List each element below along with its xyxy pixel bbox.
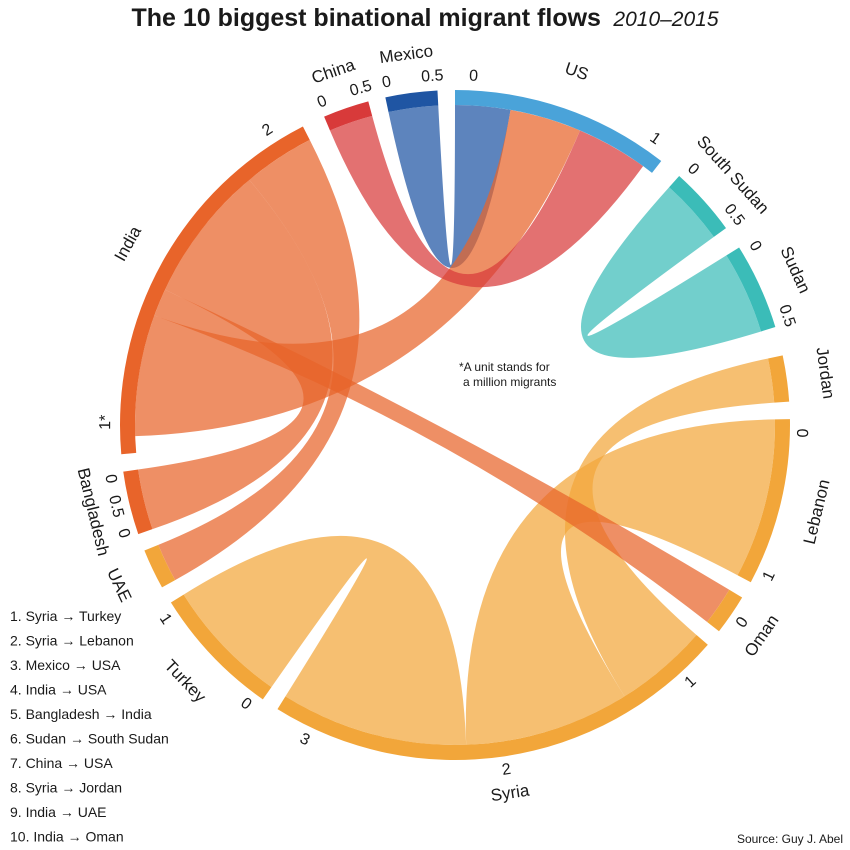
region-arc-south-sudan bbox=[669, 176, 727, 237]
chart-title: The 10 biggest binational migrant flows … bbox=[131, 4, 718, 32]
flow-ribbon-china-to-us bbox=[329, 115, 644, 288]
flow-ribbon-syria-to-jordan bbox=[564, 358, 775, 697]
tick-label-bangladesh: 0 bbox=[101, 473, 119, 485]
chart-title-sub: 2010–2015 bbox=[612, 8, 718, 31]
legend-item: 10. India → Oman bbox=[10, 829, 124, 845]
tick-label-turkey: 1 bbox=[156, 611, 175, 628]
legend-item: 3. Mexico → USA bbox=[10, 657, 121, 673]
flow-ribbon-bangladesh-to-india bbox=[138, 179, 333, 530]
region-label-lebanon: Lebanon bbox=[800, 477, 834, 546]
region-label-india: India bbox=[111, 222, 146, 264]
legend-item: 7. China → USA bbox=[10, 755, 113, 771]
flow-ribbon-sudan-to-south-sudan bbox=[580, 187, 762, 358]
region-label-uae: UAE bbox=[103, 565, 135, 605]
region-arcs bbox=[120, 90, 790, 761]
flow-ribbon-syria-to-turkey bbox=[183, 535, 467, 745]
chart-title-main: The 10 biggest binational migrant flows bbox=[131, 4, 601, 32]
region-arc-india bbox=[120, 126, 310, 455]
legend-item: 9. India → UAE bbox=[10, 804, 107, 820]
tick-label-syria: 2 bbox=[501, 761, 512, 779]
tick-label-india: 2 bbox=[259, 121, 276, 140]
region-arc-sudan bbox=[726, 247, 776, 332]
tick-label-us: 1 bbox=[647, 129, 664, 148]
tick-label-sudan: 0 bbox=[745, 238, 764, 254]
region-label-oman: Oman bbox=[741, 611, 783, 660]
region-label-jordan: Jordan bbox=[812, 346, 838, 400]
region-arc-us bbox=[455, 90, 662, 173]
region-label-us: US bbox=[563, 59, 592, 85]
region-arc-jordan bbox=[768, 355, 790, 403]
tick-label-bangladesh: 0.5 bbox=[105, 494, 127, 520]
unit-note-line-2: a million migrants bbox=[463, 375, 556, 389]
legend-item: 6. Sudan → South Sudan bbox=[10, 731, 169, 747]
tick-label-india: 1* bbox=[97, 415, 114, 430]
tick-label-south-sudan: 0 bbox=[684, 160, 702, 179]
region-label-turkey: Turkey bbox=[161, 656, 210, 707]
legend-item: 2. Syria → Lebanon bbox=[10, 633, 134, 649]
region-label-sudan: Sudan bbox=[776, 244, 814, 297]
legend-item: 1. Syria → Turkey bbox=[10, 608, 121, 624]
tick-label-turkey: 0 bbox=[237, 695, 254, 714]
flow-ribbon-india-to-oman bbox=[154, 289, 730, 623]
source-credit: Source: Guy J. Abel bbox=[737, 832, 843, 846]
region-arc-turkey bbox=[170, 594, 272, 700]
legend-item: 4. India → USA bbox=[10, 682, 107, 698]
tick-label-lebanon: 0 bbox=[795, 428, 812, 437]
tick-label-oman: 0 bbox=[733, 614, 752, 631]
legend-item: 8. Syria → Jordan bbox=[10, 780, 122, 796]
tick-label-china: 0 bbox=[315, 92, 330, 111]
tick-label-china: 0.5 bbox=[348, 77, 374, 99]
flow-ribbons bbox=[135, 105, 775, 745]
flow-legend: 1. Syria → Turkey 2. Syria → Lebanon 3. Me… bbox=[10, 608, 169, 845]
region-arc-oman bbox=[707, 589, 743, 632]
tick-label-syria: 3 bbox=[297, 730, 312, 749]
region-arc-uae bbox=[144, 544, 176, 588]
unit-note-line-1: *A unit stands for bbox=[459, 360, 550, 374]
region-label-syria: Syria bbox=[489, 781, 531, 806]
region-arc-china bbox=[324, 101, 373, 131]
flow-ribbon-india-to-us bbox=[135, 109, 581, 437]
tick-label-mexico: 0 bbox=[381, 73, 393, 91]
tick-label-us: 0 bbox=[469, 67, 479, 84]
legend-item: 5. Bangladesh → India bbox=[10, 706, 152, 722]
tick-label-sudan: 0.5 bbox=[775, 303, 798, 330]
tick-label-mexico: 0.5 bbox=[421, 67, 444, 85]
tick-label-bangladesh: 0 bbox=[114, 527, 133, 541]
flow-ribbon-india-to-uae bbox=[158, 139, 360, 581]
tick-label-south-sudan: 0.5 bbox=[721, 201, 748, 229]
region-arc-bangladesh bbox=[123, 469, 153, 535]
region-arc-mexico bbox=[385, 90, 439, 112]
region-arc-lebanon bbox=[737, 419, 790, 583]
tick-label-syria: 1 bbox=[682, 673, 700, 692]
tick-label-lebanon: 1 bbox=[760, 568, 779, 583]
region-label-mexico: Mexico bbox=[378, 41, 434, 67]
